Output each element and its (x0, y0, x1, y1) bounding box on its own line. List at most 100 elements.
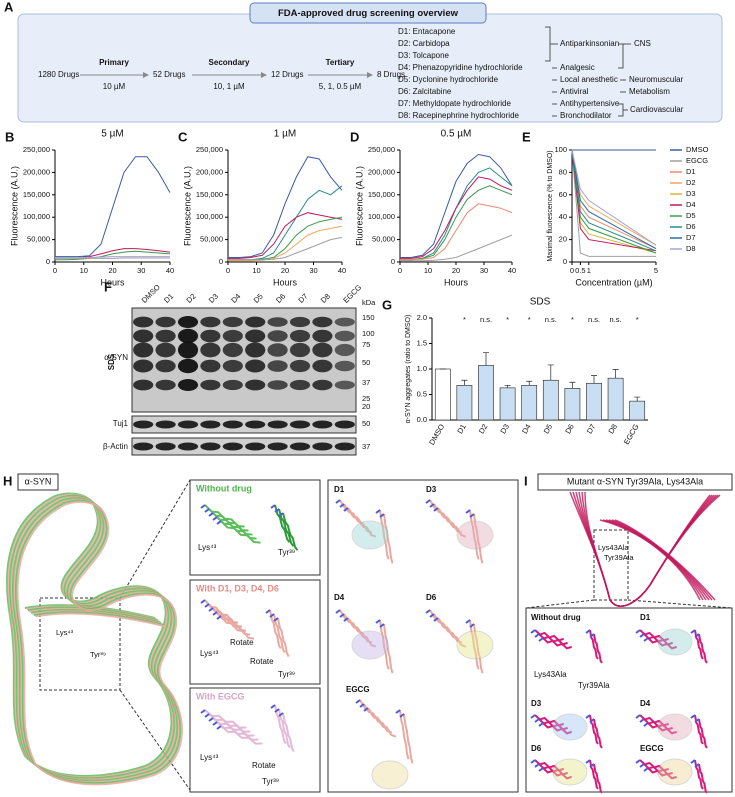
blot-band (155, 316, 176, 328)
y-tick-label: 0 (219, 257, 223, 266)
drug-class: Antihypertensive (560, 99, 620, 108)
blot-band (177, 316, 199, 328)
atom-cap (469, 623, 475, 628)
blot-band (155, 442, 176, 451)
residue-stick (363, 703, 393, 734)
residue-label: Tyr39Ala (578, 681, 610, 690)
drug-surface (351, 520, 389, 550)
drug-label: D4 (334, 593, 345, 602)
x-tick-label: 10 (80, 266, 88, 275)
residue-label: Lys⁴³ (198, 543, 217, 552)
atom-cap (278, 712, 284, 717)
significance-label: n.s. (610, 315, 622, 324)
series-line (400, 203, 513, 261)
atom-cap (339, 503, 345, 508)
atom-cap (274, 708, 280, 713)
legend-label: DMSO (686, 145, 709, 154)
stage-name: Secondary (209, 58, 250, 67)
atom-cap (363, 707, 369, 712)
atom-cap (343, 507, 349, 512)
blot-band (177, 420, 199, 429)
panel-a: A FDA-approved drug screening overview 1… (4, 0, 723, 123)
series-line (55, 250, 171, 261)
error-bar (483, 352, 489, 366)
residue-stick (277, 617, 290, 658)
x-tick-label: 40 (338, 266, 346, 275)
ribbon (16, 501, 183, 786)
y-tick-label: 200,000 (368, 167, 395, 176)
atom-cap (585, 759, 591, 764)
blot-band (312, 316, 333, 328)
system: CNS (634, 39, 651, 48)
blot-band (312, 329, 333, 343)
chart-title: 1 µM (274, 129, 296, 140)
legend-label: D3 (686, 189, 696, 198)
residue-stick (343, 613, 373, 644)
residue-label: Tyr³⁹ (90, 650, 106, 659)
y-tick-label: 250,000 (23, 145, 50, 154)
significance-label: * (636, 315, 639, 324)
blot-band (155, 379, 176, 391)
marker-size: 150 (362, 313, 375, 322)
drug-surface (657, 713, 693, 741)
atom-cap (359, 703, 365, 708)
atom-cap (635, 629, 641, 634)
panel-letter: E (522, 129, 531, 144)
y-axis-title: Maximal fluorescence (% to DMSO) (547, 150, 554, 261)
error-bar (461, 379, 468, 386)
error-bar (504, 384, 511, 388)
x-tick-label: 20 (452, 266, 460, 275)
blot-band (222, 442, 243, 451)
blot-actin (131, 437, 357, 456)
y-tick-label: 200,000 (23, 167, 50, 176)
x-tick-label: 30 (309, 266, 317, 275)
significance-label: * (571, 315, 574, 324)
series-line (400, 185, 513, 261)
blot-band (289, 379, 311, 391)
residue-label: Tyr³⁹ (262, 777, 279, 786)
blot-band (177, 341, 199, 359)
atom-cap (534, 763, 540, 768)
residue-stick (367, 707, 397, 738)
atom-cap (589, 763, 595, 768)
atom-cap (379, 513, 385, 518)
error-bar (526, 380, 533, 386)
residue-stick (379, 509, 390, 560)
x-tick-label: D1 (455, 422, 468, 435)
inset-title: Without drug (196, 483, 252, 493)
bar (521, 385, 538, 421)
y-tick-label: 100,000 (196, 212, 223, 221)
atom-cap (465, 619, 471, 624)
blot-band (200, 420, 221, 429)
atom-cap (265, 609, 271, 614)
atom-cap (534, 718, 540, 723)
atom-cap (643, 637, 649, 642)
series-line (55, 156, 171, 258)
residue-stick (278, 508, 295, 547)
atom-cap (694, 633, 700, 638)
marker-size: 20 (362, 402, 370, 411)
series-line (571, 149, 657, 246)
atom-cap (399, 713, 405, 718)
panel-letter: F (104, 279, 112, 294)
drug-surface (657, 628, 693, 656)
panel-i: I Mutant α-SYN Tyr39Ala, Lys43Ala Lys43A… (524, 473, 733, 794)
blot-band (267, 343, 288, 357)
drug-name: D1: Entacapone (398, 27, 456, 36)
x-tick-label: 5 (654, 266, 658, 275)
blot-band (312, 442, 333, 451)
legend-label: D5 (686, 211, 696, 220)
atom-cap (639, 718, 645, 723)
residue-stick (343, 503, 373, 534)
x-tick-label: 0 (226, 266, 230, 275)
inset-box (327, 479, 519, 793)
y-tick-label: 0.0 (417, 415, 427, 424)
x-tick-label: 20 (108, 266, 116, 275)
blot-band (267, 420, 288, 429)
marker-size: 25 (362, 394, 370, 403)
drug-label: D6 (426, 593, 437, 602)
drug-name: D7: Methyldopate hydrochloride (398, 99, 512, 108)
atom-cap (204, 603, 210, 608)
drug-count: 12 Drugs (271, 70, 303, 79)
stage-name: Primary (99, 58, 129, 67)
